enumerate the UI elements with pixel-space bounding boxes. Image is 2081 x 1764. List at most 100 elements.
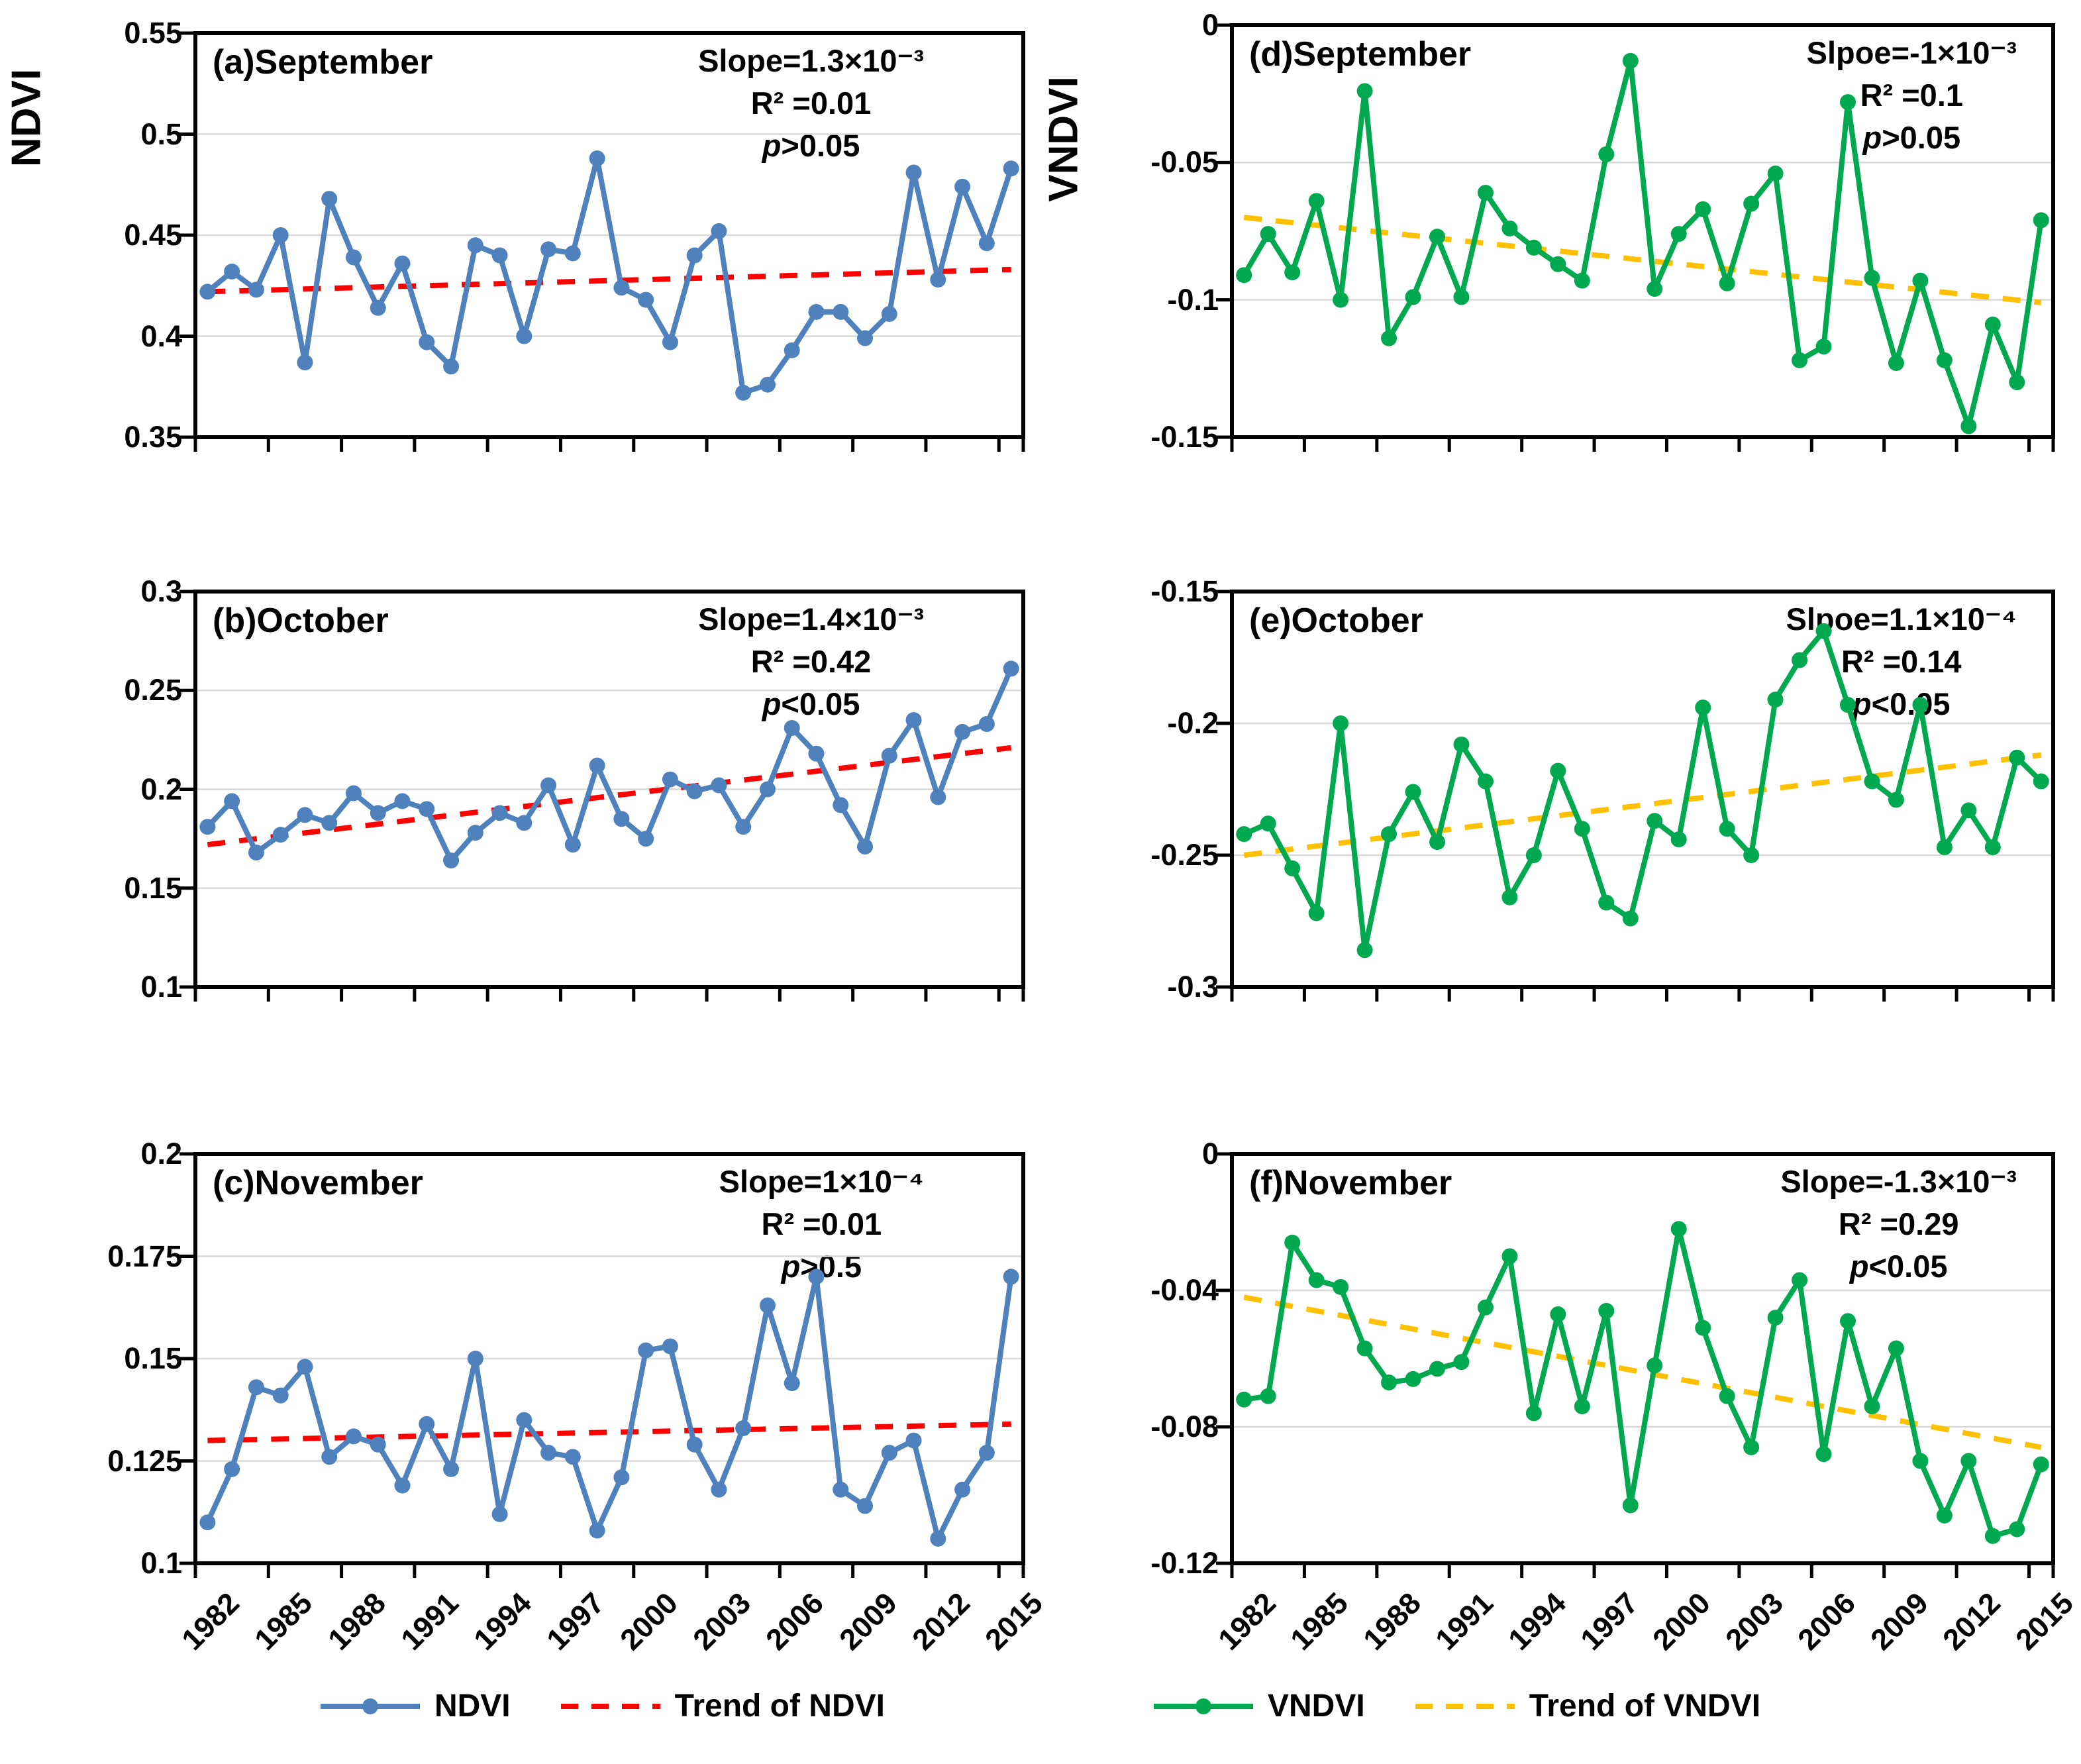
data-point — [2009, 374, 2025, 391]
data-point — [1695, 201, 1711, 217]
data-point — [272, 827, 289, 843]
data-point — [930, 1530, 946, 1547]
data-point — [516, 815, 533, 831]
data-point — [1864, 773, 1880, 790]
data-point — [248, 1379, 264, 1396]
data-point — [370, 299, 386, 316]
data-point — [491, 247, 508, 264]
data-point — [881, 305, 897, 322]
panel-b-october-ndvi: (b)October Slope=1.4×10⁻³ R² =0.42 p<0.0… — [124, 574, 1025, 1004]
data-point — [1550, 256, 1566, 272]
ndvi-line-marker-icon — [320, 1696, 420, 1716]
y-tick-label: -0.3 — [1167, 970, 1219, 1004]
data-point — [1003, 1269, 1019, 1285]
data-point — [419, 1416, 435, 1432]
data-point — [978, 235, 995, 252]
y-tick-label: 0.35 — [124, 420, 182, 454]
data-point — [1960, 1453, 1977, 1469]
data-point — [1815, 623, 1832, 639]
data-point — [1647, 813, 1663, 829]
data-point — [1912, 272, 1929, 289]
data-point — [1936, 352, 1953, 368]
data-point — [662, 334, 678, 350]
data-point — [224, 1461, 240, 1477]
data-point — [1477, 184, 1494, 201]
data-point — [930, 789, 946, 805]
data-point — [370, 805, 386, 821]
r2-annotation: R² =0.14 — [1841, 644, 1962, 679]
y-tick-label: 0.4 — [140, 319, 182, 353]
data-point — [1405, 1371, 1421, 1387]
chart-plot-area-b — [179, 590, 1025, 1002]
legend-label: NDVI — [434, 1688, 511, 1724]
vndvi-line-marker-icon — [1153, 1696, 1253, 1716]
data-point — [1815, 338, 1832, 355]
data-point — [1840, 1313, 1856, 1329]
data-point — [808, 303, 825, 320]
data-point — [1525, 847, 1542, 863]
data-point — [662, 1338, 678, 1355]
data-point — [784, 719, 800, 736]
panel-annotation: Slpoe=1.1×10⁻⁴ R² =0.14 p<0.05 — [1786, 598, 2017, 725]
data-point — [564, 1449, 581, 1465]
data-point — [1453, 289, 1470, 305]
data-point — [613, 811, 630, 827]
data-point — [1695, 700, 1711, 716]
data-point — [467, 825, 483, 841]
data-point — [1743, 195, 1760, 212]
panel-title: (b)October — [213, 601, 389, 640]
data-point — [1003, 160, 1019, 177]
data-point — [1525, 239, 1542, 256]
data-point — [613, 1469, 630, 1486]
data-point — [711, 1481, 727, 1498]
y-tick-label: 0 — [1201, 8, 1219, 42]
chart-plot-area-f — [1216, 1152, 2055, 1578]
data-point — [1888, 1340, 1904, 1357]
data-point — [954, 1481, 971, 1498]
data-point — [1429, 229, 1445, 245]
data-point — [1550, 762, 1566, 779]
panel-title: (c)November — [213, 1164, 423, 1202]
data-point — [881, 747, 897, 764]
data-point — [735, 384, 752, 401]
data-point — [1743, 1439, 1760, 1455]
legend-label: VNDVI — [1267, 1688, 1365, 1724]
data-point — [759, 1297, 776, 1314]
data-point — [735, 1420, 752, 1437]
legend-label: Trend of NDVI — [674, 1688, 885, 1724]
data-point — [1284, 860, 1301, 876]
slope-annotation: Slpoe=-1×10⁻³ — [1806, 35, 2017, 70]
data-point — [1792, 1272, 1808, 1288]
y-tick-label: -0.05 — [1150, 145, 1219, 180]
data-point — [1501, 220, 1518, 236]
chart-plot-area-a — [179, 31, 1025, 452]
panel-title: (d)September — [1249, 35, 1472, 74]
panel-d-september-vndvi: (d)September Slpoe=-1×10⁻³ R² =0.1 p>0.0… — [1150, 8, 2055, 454]
data-point — [1236, 1391, 1252, 1408]
y-tick-label: -0.25 — [1150, 838, 1219, 872]
data-point — [1284, 264, 1301, 281]
data-point — [686, 247, 703, 264]
data-point — [1525, 1405, 1542, 1422]
data-point — [1356, 1340, 1373, 1357]
y-tick-label: 0.15 — [124, 870, 182, 905]
slope-annotation: Slope=1.4×10⁻³ — [698, 601, 924, 637]
data-point — [1792, 352, 1808, 368]
data-point — [735, 819, 752, 835]
data-point — [1308, 905, 1325, 921]
data-point — [1477, 773, 1494, 790]
data-point — [1333, 715, 1349, 731]
y-tick-label: -0.1 — [1167, 282, 1219, 317]
data-point — [1381, 1375, 1397, 1391]
y-tick-label: -0.08 — [1150, 1410, 1219, 1443]
data-point — [2009, 749, 2025, 766]
legend-item-vndvi: VNDVI — [1153, 1688, 1365, 1724]
data-point — [978, 715, 995, 732]
data-point — [1719, 275, 1735, 291]
panel-e-october-vndvi: (e)October Slpoe=1.1×10⁻⁴ R² =0.14 p<0.0… — [1150, 574, 2055, 1004]
data-point — [1501, 889, 1518, 906]
data-point — [1260, 1388, 1276, 1404]
y-tick-label: 0.5 — [140, 117, 182, 151]
data-point — [1598, 1302, 1615, 1319]
data-point — [905, 712, 922, 729]
